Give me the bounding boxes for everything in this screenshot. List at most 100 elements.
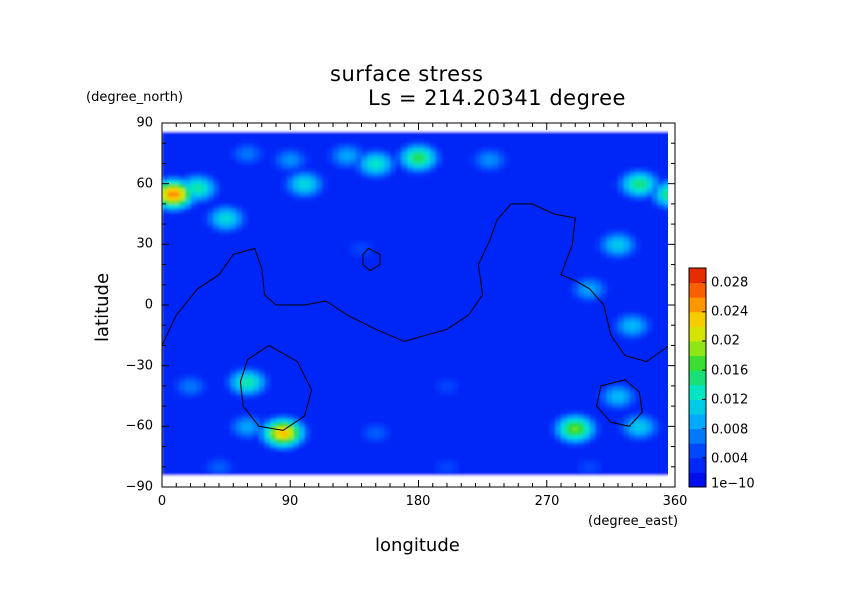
heatmap-cell [543, 337, 551, 342]
heatmap-cell [190, 393, 197, 399]
heatmap-cell [458, 426, 465, 431]
heatmap-cell [378, 389, 385, 395]
heatmap-cell [390, 292, 397, 298]
heatmap-cell [361, 296, 368, 302]
heatmap-cell [384, 268, 391, 274]
heatmap-cell [201, 414, 209, 419]
heatmap-cell [298, 450, 306, 456]
heatmap-cell [401, 418, 408, 423]
heatmap-cell [492, 321, 499, 326]
heatmap-cell [447, 373, 454, 379]
heatmap-cell [304, 377, 311, 383]
heatmap-cell [287, 446, 294, 452]
heatmap-cell [390, 264, 397, 270]
heatmap-cell [589, 309, 596, 314]
heatmap-cell [276, 430, 283, 436]
heatmap-cell [504, 365, 511, 371]
heatmap-cell [486, 268, 494, 274]
heatmap-cell [600, 430, 608, 436]
heatmap-cell [504, 426, 511, 431]
heatmap-cell [429, 389, 437, 395]
heatmap-cell [270, 349, 277, 355]
heatmap-cell [327, 357, 334, 363]
heatmap-cell [600, 385, 608, 391]
heatmap-cell [475, 280, 482, 286]
heatmap-cell [572, 426, 579, 431]
heatmap-cell [384, 365, 391, 371]
heatmap-cell [515, 402, 522, 407]
heatmap-cell [315, 349, 323, 355]
heatmap-cell [344, 462, 351, 468]
heatmap-cell [481, 321, 488, 326]
heatmap-cell [367, 365, 374, 371]
heatmap-cell [412, 300, 420, 306]
heatmap-cell [224, 398, 231, 403]
heatmap-cell [566, 381, 573, 387]
heatmap-cell [600, 418, 608, 423]
heatmap-cell [584, 479, 590, 484]
heatmap-cell [236, 305, 243, 310]
heatmap-cell [640, 430, 648, 436]
heatmap-cell [310, 393, 317, 399]
heatmap-cell [521, 268, 528, 274]
heatmap-cell [492, 454, 499, 460]
heatmap-cell [173, 369, 180, 375]
heatmap-cell [555, 264, 562, 270]
heatmap-cell [600, 393, 608, 399]
heatmap-cell [543, 458, 551, 464]
heatmap-cell [509, 309, 516, 314]
heatmap-cell [173, 284, 180, 290]
heatmap-cell [572, 268, 579, 274]
heatmap-cell [230, 373, 237, 379]
heatmap-cell [526, 300, 534, 306]
heatmap-cell [635, 333, 642, 338]
heatmap-cell [293, 393, 300, 399]
heatmap-cell [498, 349, 505, 355]
heatmap-cell [401, 280, 408, 286]
heatmap-cell [600, 406, 608, 411]
heatmap-cell [538, 284, 545, 290]
heatmap-cell [264, 341, 271, 347]
heatmap-cell [435, 341, 442, 347]
heatmap-cell [253, 462, 260, 468]
heatmap-cell [293, 296, 300, 302]
heatmap-cell [201, 454, 209, 460]
heatmap-cell [287, 276, 294, 282]
heatmap-cell [498, 272, 505, 278]
heatmap-cell [629, 288, 636, 294]
heatmap-cell [532, 264, 539, 270]
heatmap-cell [572, 454, 579, 460]
heatmap-cell [372, 353, 380, 359]
heatmap-cell [572, 369, 579, 375]
heatmap-cell [447, 410, 454, 415]
heatmap-cell [333, 284, 340, 290]
heatmap-cell [270, 337, 277, 342]
heatmap-cell [412, 296, 420, 302]
heatmap-cell [498, 385, 505, 391]
heatmap-cell [618, 418, 625, 423]
heatmap-cell [657, 430, 665, 436]
heatmap-cell [635, 353, 642, 359]
heatmap-cell [350, 325, 357, 330]
heatmap-cell [407, 389, 414, 395]
heatmap-cell [464, 272, 471, 278]
heatmap-cell [293, 402, 300, 407]
heatmap-cell [390, 353, 397, 359]
heatmap-cell [640, 309, 648, 314]
heatmap-cell [652, 479, 658, 484]
heatmap-cell [162, 313, 169, 318]
heatmap-cell [219, 462, 226, 468]
heatmap-cell [173, 349, 180, 355]
heatmap-cell [429, 333, 437, 338]
heatmap-cell [424, 470, 431, 476]
heatmap-cell [213, 353, 220, 359]
heatmap-cell [264, 353, 271, 359]
heatmap-cell [612, 369, 619, 375]
heatmap-cell [207, 430, 214, 436]
heatmap-cell [401, 284, 408, 290]
heatmap-cell [521, 329, 528, 334]
heatmap-cell [464, 402, 471, 407]
heatmap-cell [287, 422, 294, 427]
heatmap-cell [504, 466, 511, 472]
